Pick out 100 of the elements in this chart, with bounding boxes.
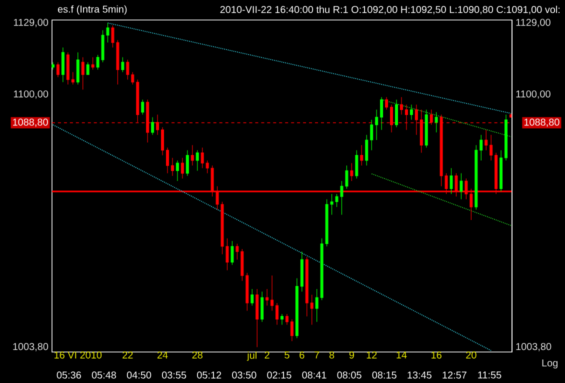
candlestick bbox=[474, 144, 478, 210]
candlestick bbox=[180, 158, 184, 179]
candlestick bbox=[236, 243, 239, 260]
candlestick bbox=[480, 134, 483, 161]
candlestick bbox=[186, 150, 189, 176]
text: 05:36 bbox=[56, 372, 81, 379]
candlestick bbox=[355, 150, 358, 179]
text: Log bbox=[542, 360, 558, 368]
candlestick bbox=[52, 62, 54, 70]
candlestick bbox=[500, 150, 503, 192]
candlestick bbox=[121, 57, 124, 72]
candlestick bbox=[196, 150, 199, 172]
x-tick-label: 8 bbox=[329, 352, 334, 359]
candlestick bbox=[484, 130, 488, 151]
candlestick bbox=[270, 275, 274, 312]
text: 05:12 bbox=[197, 372, 222, 379]
candlestick bbox=[380, 96, 384, 130]
x-tick-label: 14 bbox=[396, 352, 407, 358]
candlestick bbox=[360, 144, 364, 166]
candlestick bbox=[76, 52, 80, 85]
candlestick bbox=[206, 160, 209, 174]
x-tick-label: jul bbox=[246, 352, 256, 361]
text: 12:57 bbox=[442, 372, 466, 379]
x-tick-label: 24 bbox=[157, 352, 168, 358]
chart-title: es.f (Intra 5min) bbox=[58, 5, 127, 15]
candlestick bbox=[395, 99, 398, 128]
x-tick-label: 5 bbox=[284, 352, 290, 358]
candlestick bbox=[190, 144, 194, 166]
candlestick bbox=[126, 59, 130, 80]
text: 1088,80 bbox=[524, 118, 560, 127]
candlestick bbox=[240, 248, 244, 282]
candlestick bbox=[276, 302, 279, 326]
ref-line-label: 1088,80 bbox=[13, 118, 48, 127]
candlestick bbox=[260, 291, 264, 322]
y-tick-label: 1100,00 bbox=[14, 90, 48, 99]
candlestick bbox=[305, 256, 308, 317]
text: 08:05 bbox=[337, 372, 362, 379]
candlestick bbox=[315, 288, 318, 322]
candlestick bbox=[266, 288, 269, 306]
text: 08:41 bbox=[302, 372, 326, 379]
candlestick bbox=[280, 314, 284, 326]
candlestick bbox=[325, 198, 328, 247]
candlestick bbox=[161, 126, 164, 156]
candlestick bbox=[504, 114, 508, 161]
x-tick-label: 9 bbox=[349, 352, 354, 359]
candlestick bbox=[200, 147, 204, 168]
text: 03:55 bbox=[162, 372, 186, 379]
candlestick bbox=[56, 62, 60, 78]
candlestick bbox=[170, 158, 174, 176]
candlestick bbox=[370, 119, 374, 151]
x-tick-label: 20 bbox=[466, 352, 476, 359]
candlestick bbox=[410, 104, 413, 120]
candlestick bbox=[131, 72, 134, 85]
candlestick bbox=[256, 288, 259, 348]
candlestick bbox=[71, 72, 74, 85]
candlestick bbox=[230, 240, 234, 266]
y2-tick-label: 1003,80 bbox=[516, 343, 552, 352]
text: 02:15 bbox=[267, 372, 292, 379]
candlestick bbox=[385, 96, 388, 110]
candlestick bbox=[86, 62, 90, 75]
candlestick bbox=[365, 134, 368, 166]
candlestick bbox=[490, 134, 493, 161]
candlestick bbox=[375, 109, 378, 140]
candlestick bbox=[141, 99, 144, 115]
x-tick-label: 12 bbox=[366, 352, 377, 358]
candlestick bbox=[176, 160, 179, 182]
x-tick-label: 16 VI 2010 bbox=[54, 352, 102, 359]
candlestick bbox=[250, 288, 254, 306]
x-tick-label: 16 bbox=[432, 352, 442, 359]
candlestick bbox=[66, 52, 70, 85]
x-tick-label: 22 bbox=[122, 352, 133, 358]
candlestick bbox=[290, 318, 294, 342]
y-tick-label: 1129,00 bbox=[14, 18, 48, 28]
x-tick-label: 6 bbox=[300, 352, 304, 359]
y2-tick-label: 1129,00 bbox=[516, 18, 550, 28]
candlestick bbox=[295, 278, 298, 338]
candlestick bbox=[300, 251, 304, 292]
y2-tick-label: 1100,00 bbox=[516, 90, 550, 99]
text: 05:48 bbox=[92, 372, 116, 379]
chart-subtitle: 2010-VII-22 16:40:00 thu R:1 O:1092,00 H:1092,50 L:1090,80 C:1091,00 vol: bbox=[220, 6, 560, 14]
candlestick bbox=[450, 168, 453, 194]
text: 04:50 bbox=[126, 372, 152, 379]
text: 08:15 bbox=[372, 372, 396, 379]
candlestick bbox=[61, 47, 64, 82]
candlestick bbox=[310, 294, 314, 326]
text: 11:55 bbox=[478, 372, 502, 378]
y-tick-label: 1003,80 bbox=[13, 343, 48, 352]
x-tick-label: 2 bbox=[264, 352, 270, 358]
candlestick bbox=[96, 54, 100, 70]
candlestick bbox=[151, 116, 154, 136]
x-tick-label: 28 bbox=[192, 352, 202, 359]
candlestick bbox=[350, 162, 354, 182]
candlestick bbox=[424, 109, 428, 148]
text: 13:45 bbox=[408, 372, 432, 379]
text: 03:50 bbox=[232, 372, 256, 379]
x-tick-label: 7 bbox=[314, 352, 320, 358]
candlestick bbox=[320, 238, 324, 300]
candlestick bbox=[166, 147, 169, 174]
candlestick bbox=[81, 57, 84, 90]
candlestick bbox=[285, 314, 288, 326]
